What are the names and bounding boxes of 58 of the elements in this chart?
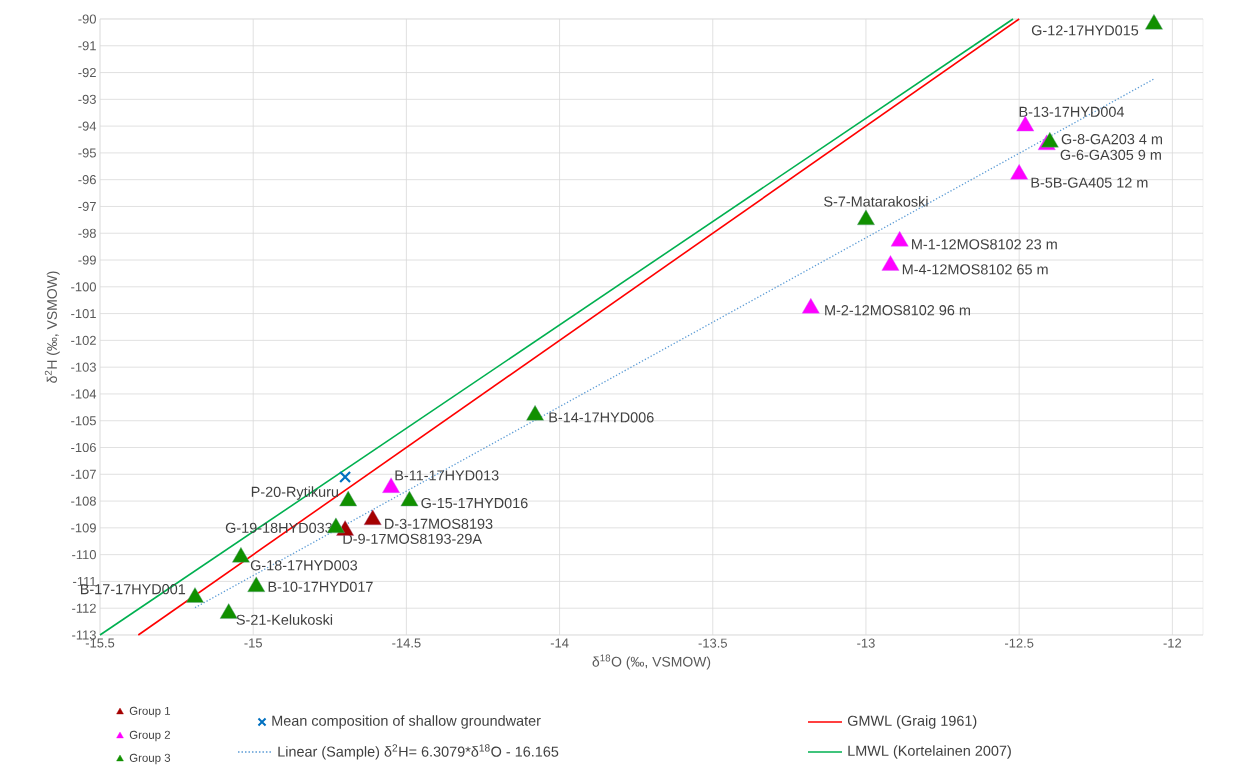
y-tick-label: -108	[71, 496, 96, 506]
x-tick-label: -13	[857, 638, 875, 648]
y-tick-label: -109	[71, 523, 96, 533]
y-tick-label: -97	[78, 201, 96, 212]
y-tick-label: -112	[72, 603, 96, 613]
y-tick-label: -104	[71, 389, 97, 399]
annotation: M-1-12MOS8102 23 m	[912, 239, 1057, 250]
y-axis-title: δ$^{2}$H (‰, VSMOW)	[44, 271, 60, 383]
x-axis-title: δ$^{18}$O (‰, VSMOW)	[592, 654, 711, 670]
annotation: S-21-Kelukoski	[236, 614, 333, 625]
x-tick-label: -14	[550, 638, 569, 648]
x-tick-label: -15.5	[85, 638, 115, 648]
y-tick-label: -91	[78, 41, 96, 51]
y-tick-label: -99	[78, 255, 96, 265]
legend-label: Group 1	[129, 706, 171, 718]
x-tick-label: -12	[1163, 638, 1182, 648]
annotation: M-2-12MOS8102 96 m	[825, 305, 970, 316]
y-tick-label: -111	[73, 576, 96, 586]
annotation: D-3-17MOS8193	[385, 518, 493, 529]
annotation: D-9-17MOS8193-29A	[343, 533, 482, 544]
legend-label: Linear (Sample) δ$^{2}$H= 6.3079*δ$^{18}$O - 16.165	[278, 744, 559, 760]
annotation: B-11-17HYD013	[395, 470, 499, 481]
annotation: G-12-17HYD015	[1031, 25, 1139, 36]
y-tick-label: -98	[78, 228, 96, 238]
y-tick-label: -90	[78, 14, 96, 24]
annotation: G-6-GA305 9 m	[1060, 149, 1161, 160]
y-tick-label: -95	[78, 148, 96, 158]
y-tick-label: -107	[71, 469, 96, 479]
y-tick-label: -101	[71, 309, 96, 319]
y-tick-label: -96	[78, 175, 96, 185]
y-tick-label: -102	[71, 335, 96, 345]
legend-label: GMWL (Graig 1961)	[847, 715, 977, 729]
x-tick-label: -15	[244, 638, 263, 648]
y-tick-label: -103	[71, 362, 96, 372]
y-tick-label: -100	[71, 282, 96, 292]
legend-label: Group 2	[129, 730, 171, 742]
legend-label: Mean composition of shallow groundwater	[272, 715, 541, 729]
annotation: G-15-17HYD016	[421, 497, 528, 509]
annotation: M-4-12MOS8102 65 m	[902, 264, 1048, 275]
annotation: B-14-17HYD006	[549, 412, 654, 423]
annotation: B-5B-GA405 12 m	[1031, 177, 1148, 188]
y-tick-label: -92	[78, 67, 96, 78]
y-tick-label: -93	[78, 94, 96, 104]
annotation: G-18-17HYD003	[250, 560, 358, 571]
x-tick-label: -14.5	[392, 638, 421, 648]
annotation: B-10-17HYD017	[268, 581, 373, 592]
annotation: B-13-17HYD004	[1019, 106, 1125, 117]
x-tick-label: -13.5	[698, 638, 727, 648]
y-tick-label: -105	[71, 416, 96, 426]
y-tick-label: -113	[72, 630, 96, 640]
legend-label: LMWL (Kortelainen 2007)	[848, 745, 1011, 759]
y-tick-label: -106	[71, 442, 96, 453]
annotation: G-8-GA203 4 m	[1061, 134, 1162, 145]
x-tick-label: -12.5	[1004, 638, 1034, 648]
y-tick-label: -110	[72, 550, 96, 560]
legend-label: Group 3	[129, 753, 171, 765]
y-tick-label: -94	[78, 121, 97, 131]
annotation: S-7-Matarakoski	[824, 196, 928, 207]
